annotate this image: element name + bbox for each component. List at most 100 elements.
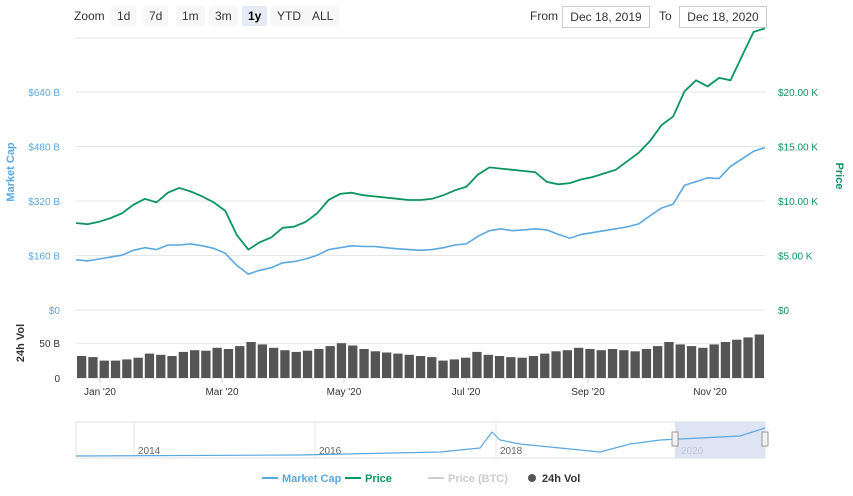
- navigator-tick-label: 2014: [138, 446, 161, 457]
- volume-bar: [743, 337, 753, 378]
- volume-bar: [619, 350, 629, 378]
- volume-bar: [110, 360, 121, 378]
- x-tick-label: Mar '20: [205, 387, 238, 398]
- volume-bar: [415, 356, 426, 378]
- volume-bar: [302, 350, 313, 378]
- y-left-tick-label: $480 B: [28, 143, 60, 154]
- y-right-tick-label: $0: [778, 306, 790, 317]
- range-toolbar: Zoom 1d 7d 1m 3m 1y YTD ALL From Dec 18,…: [0, 0, 853, 32]
- volume-bar: [427, 357, 437, 378]
- navigator-series-line: [75, 427, 766, 457]
- volume-bar: [178, 351, 188, 378]
- volume-bar: [574, 347, 584, 378]
- volume-bar: [359, 349, 369, 378]
- legend-item-price[interactable]: Price: [365, 473, 392, 485]
- volume-bar: [280, 350, 290, 378]
- volume-bar: [156, 354, 166, 378]
- volume-bar: [404, 354, 414, 378]
- volume-bar: [461, 357, 471, 378]
- volume-bar: [190, 350, 200, 378]
- volume-bar: [506, 357, 516, 378]
- y-left-axis-title: Market Cap: [5, 142, 17, 202]
- x-tick-label: May '20: [327, 387, 362, 398]
- volume-bar: [336, 343, 347, 378]
- navigator-tick-label: 2016: [319, 446, 342, 457]
- volume-bar: [201, 350, 211, 378]
- market-cap-line: [75, 146, 766, 275]
- volume-bar: [653, 346, 663, 378]
- volume-bar: [607, 349, 618, 378]
- zoom-label: Zoom: [74, 9, 105, 23]
- volume-bar: [246, 342, 256, 378]
- navigator-tick-label: 2018: [500, 446, 523, 457]
- volume-bar: [630, 351, 640, 378]
- volume-bar: [314, 349, 324, 378]
- volume-bar: [686, 346, 697, 378]
- volume-bar: [269, 347, 279, 378]
- volume-axis-title: 24h Vol: [15, 324, 27, 362]
- volume-bar: [732, 339, 742, 378]
- y-right-tick-label: $20.00 K: [778, 88, 818, 99]
- price-line: [75, 27, 766, 251]
- volume-bar: [528, 356, 539, 378]
- navigator-selection[interactable]: [675, 422, 765, 458]
- zoom-all-button[interactable]: ALL: [306, 6, 340, 26]
- zoom-1d-button[interactable]: 1d: [111, 6, 137, 26]
- volume-bar: [517, 357, 527, 378]
- volume-bar: [585, 349, 595, 378]
- legend-item-24h-vol[interactable]: 24h Vol: [542, 473, 580, 485]
- volume-bar: [291, 351, 301, 378]
- zoom-1m-button[interactable]: 1m: [176, 6, 205, 26]
- volume-bar: [472, 351, 482, 378]
- zoom-7d-button[interactable]: 7d: [143, 6, 169, 26]
- volume-bar: [325, 346, 335, 378]
- volume-bar: [596, 350, 606, 378]
- volume-bar: [641, 349, 652, 378]
- volume-bar: [483, 354, 493, 378]
- volume-bar: [393, 353, 403, 378]
- navigator-handle[interactable]: [761, 431, 769, 447]
- volume-bar: [88, 357, 98, 378]
- legend-item-price-btc[interactable]: Price (BTC): [448, 473, 508, 485]
- y-left-tick-label: $640 B: [28, 88, 60, 99]
- volume-bar: [144, 353, 155, 378]
- from-label: From: [530, 9, 558, 23]
- zoom-ytd-button[interactable]: YTD: [271, 6, 307, 26]
- volume-bar: [235, 346, 245, 378]
- volume-tick-label: 0: [54, 374, 60, 385]
- volume-bar: [348, 345, 358, 378]
- volume-bar: [754, 334, 764, 378]
- volume-bar: [540, 353, 550, 378]
- volume-bar: [449, 359, 459, 378]
- x-tick-label: Nov '20: [693, 387, 727, 398]
- volume-bar: [167, 356, 177, 378]
- legend-item-market-cap[interactable]: Market Cap: [282, 473, 342, 485]
- y-left-tick-label: $0: [49, 306, 61, 317]
- navigator-handle[interactable]: [671, 431, 679, 447]
- y-left-tick-label: $160 B: [28, 252, 60, 263]
- y-right-tick-label: $10.00 K: [778, 197, 818, 208]
- x-tick-label: Jul '20: [452, 387, 481, 398]
- volume-bar: [382, 352, 392, 378]
- volume-bar: [709, 344, 719, 378]
- volume-bar: [223, 349, 234, 378]
- volume-bar: [99, 360, 109, 378]
- x-tick-label: Sep '20: [571, 387, 605, 398]
- volume-bar: [370, 351, 380, 378]
- x-tick-label: Jan '20: [84, 387, 116, 398]
- from-date-input[interactable]: Dec 18, 2019: [562, 6, 650, 28]
- volume-bar: [133, 357, 143, 378]
- to-date-input[interactable]: Dec 18, 2020: [679, 6, 767, 28]
- zoom-3m-button[interactable]: 3m: [209, 6, 238, 26]
- legend-symbol[interactable]: [528, 474, 536, 482]
- volume-bar: [212, 347, 222, 378]
- volume-bar: [122, 359, 132, 378]
- y-right-axis-title: Price: [833, 163, 845, 190]
- zoom-1y-button[interactable]: 1y: [242, 6, 268, 26]
- volume-bar: [562, 350, 572, 378]
- y-right-tick-label: $15.00 K: [778, 143, 818, 154]
- volume-tick-label: 50 B: [39, 339, 60, 350]
- volume-bar: [257, 344, 267, 378]
- volume-bar: [494, 356, 505, 378]
